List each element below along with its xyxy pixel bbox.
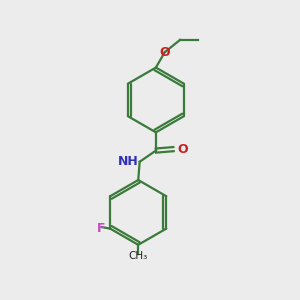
Text: CH₃: CH₃ bbox=[129, 251, 148, 261]
Text: NH: NH bbox=[118, 155, 138, 168]
Text: O: O bbox=[177, 142, 188, 156]
Text: F: F bbox=[97, 222, 106, 235]
Text: O: O bbox=[159, 46, 170, 59]
